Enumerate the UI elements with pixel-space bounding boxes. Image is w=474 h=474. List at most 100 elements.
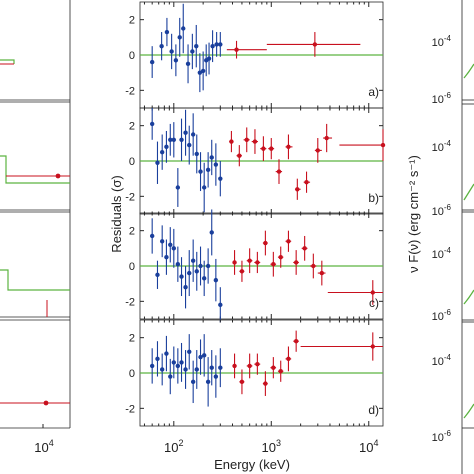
blue-data-point [194,367,199,372]
residual-panel-2: 2 0 -2 b) [125,107,386,215]
blue-data-point [164,29,170,35]
blue-data-point [183,285,188,290]
red-data-point [255,361,260,367]
red-data-point [295,187,300,192]
blue-data-point [205,379,211,385]
blue-data-point [159,239,165,244]
red-data-point [286,144,291,150]
red-data-point [276,169,282,174]
blue-data-point [218,365,223,370]
red-data-point [302,246,307,251]
red-data-point [278,254,283,260]
red-data-point [232,363,237,369]
red-data-point [380,142,386,148]
blue-data-point [183,367,188,372]
blue-data-point [214,42,219,47]
red-data-point [252,139,258,144]
x-tick-label: 102 [164,438,183,455]
right-ytick-p4-a: 10-4 [432,353,452,368]
blue-data-point [164,144,169,150]
blue-data-point [198,263,203,269]
right-model-curve-2 [463,183,474,201]
blue-data-point [205,263,211,269]
blue-data-point [185,61,191,67]
red-data-point [232,260,237,265]
blue-data-point [200,68,206,74]
y-tick-label: 0 [129,156,135,168]
blue-data-point [206,56,212,61]
red-data-point [271,365,276,370]
red-data-point [271,262,276,267]
right-cropped-panels: ν F(ν) (erg cm⁻² s⁻¹) 10-4 10-6 10-4 10-… [406,0,474,474]
left-point-4 [43,400,49,406]
y-axis-label: Residuals (σ) [109,175,124,252]
blue-data-point [194,269,199,274]
blue-data-point [218,302,223,308]
y-tick-label: -2 [125,85,135,97]
y-tick-label: 0 [129,50,135,62]
blue-data-point [198,169,203,174]
x-axis-label: Energy (keV) [214,457,290,472]
blue-data-point [175,363,181,369]
red-data-point [319,270,325,276]
panel-label: b) [368,191,379,205]
right-y-axis-label: ν F(ν) (erg cm⁻² s⁻¹) [406,155,421,273]
residual-panels: 2 0 -2 a) 2 0 -2 b) 2 0 -2 c) 2 0 -2 d) 102 103 104 [125,1,386,455]
left-model-2 [0,155,70,184]
red-data-point [269,146,274,151]
red-data-point [255,260,260,265]
blue-data-point [190,49,195,54]
blue-data-point [197,70,203,75]
blue-data-point [209,230,214,235]
blue-data-point [201,353,207,358]
red-data-point [286,356,291,362]
left-xtick-label: 104 [34,438,53,455]
y-tick-label: 0 [129,368,135,380]
blue-data-point [149,233,155,239]
residual-panel-3: 2 0 -2 c) [125,209,384,323]
red-data-point [247,363,252,369]
blue-data-point [190,258,196,263]
right-model-curve-1 [463,63,474,79]
left-model-1 [0,59,15,64]
blue-data-point [159,43,164,49]
blue-data-point [164,351,169,356]
x-tick-label: 103 [262,438,281,455]
red-data-point [315,148,320,153]
blue-data-point [179,137,184,142]
blue-data-point [175,262,181,267]
right-ytick-p2-b: 10-6 [432,203,452,218]
red-data-point [370,290,375,295]
red-data-point [239,379,245,385]
blue-data-point [179,274,184,279]
blue-data-point [164,254,169,260]
blue-data-point [175,185,181,190]
right-ytick-p4-b: 10-6 [432,429,452,444]
red-data-point [263,240,268,246]
red-data-point [239,269,245,274]
blue-data-point [218,42,223,47]
y-tick-label: 2 [129,333,135,345]
y-tick-label: -2 [125,191,135,203]
red-data-point [370,344,375,349]
blue-data-point [209,365,214,370]
blue-data-point [187,349,192,354]
blue-data-point [201,276,207,281]
blue-data-point [179,360,184,365]
blue-data-point [159,149,165,155]
blue-data-point [155,356,160,362]
blue-data-point [187,270,192,276]
blue-data-point [213,277,219,283]
panel-label: c) [369,296,379,310]
blue-data-point [171,246,177,251]
red-data-point [237,153,242,158]
blue-data-point [194,43,199,49]
blue-data-point [183,130,188,135]
red-data-point [278,369,283,374]
panel-label: a) [368,85,379,99]
blue-data-point [168,242,173,247]
red-data-point [293,339,299,344]
red-data-point [234,47,239,52]
panel-label: d) [368,403,379,417]
